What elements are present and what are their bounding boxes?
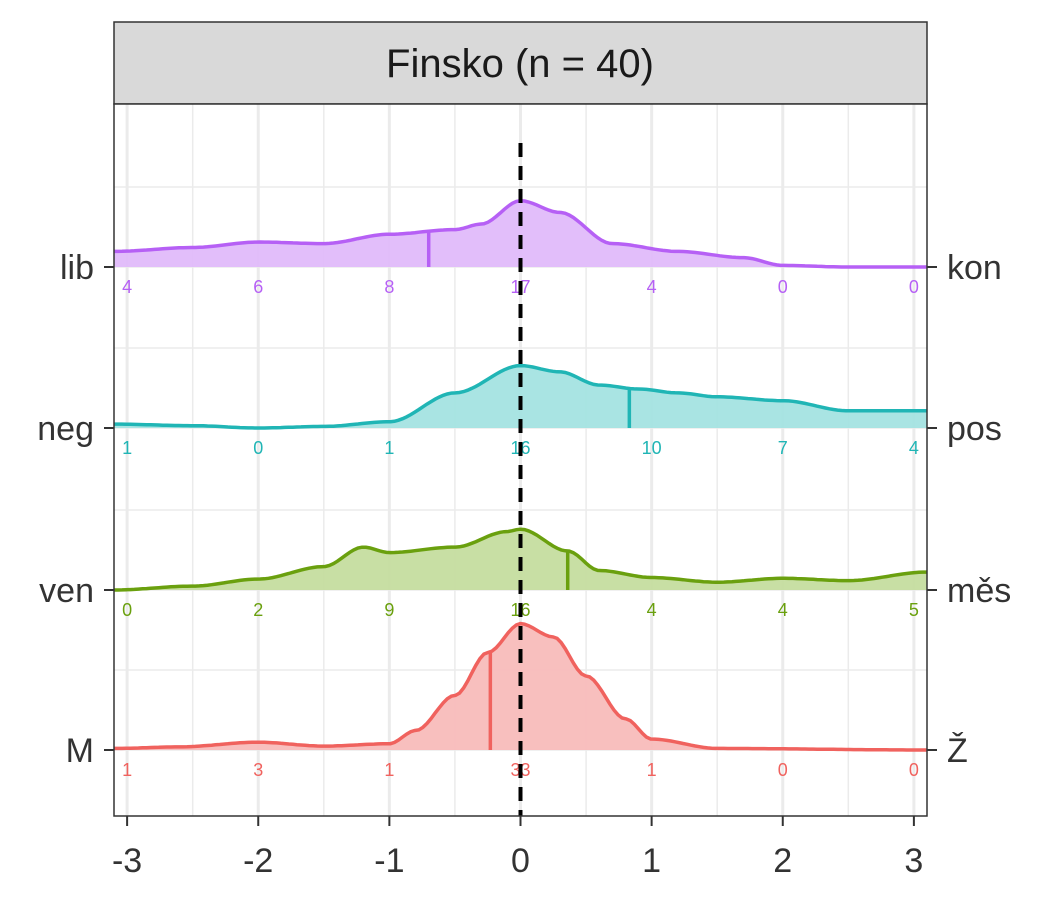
y-label-left: M: [66, 732, 94, 770]
count-label: 4: [647, 600, 657, 620]
density-line-ven: [114, 527, 927, 592]
count-label: 10: [642, 438, 662, 458]
count-label: 6: [253, 277, 263, 297]
x-tick-label: -1: [374, 842, 404, 880]
density-area-lib: [114, 200, 927, 267]
count-label: 4: [122, 277, 132, 297]
count-label: 0: [778, 277, 788, 297]
facet-strip: [113, 21, 928, 105]
count-label: 1: [384, 438, 394, 458]
density-area-M: [114, 623, 927, 750]
x-tick-label: -3: [112, 842, 142, 880]
count-label: 4: [778, 600, 788, 620]
x-tick-label: 0: [511, 842, 530, 880]
x-tick-label: 3: [904, 842, 923, 880]
y-label-left: ven: [39, 572, 94, 610]
density-line-M: [114, 621, 927, 752]
y-label-right: kon: [947, 249, 1002, 287]
count-label: 4: [647, 277, 657, 297]
facet-title: Finsko (n = 40): [386, 42, 654, 86]
count-label: 3: [253, 760, 263, 780]
count-label: 4: [909, 438, 919, 458]
x-tick-label: 1: [642, 842, 661, 880]
count-label: 0: [122, 600, 132, 620]
y-label-left: lib: [60, 249, 94, 287]
count-labels: 131331000291644510116107446817400: [122, 277, 919, 780]
count-label: 1: [384, 760, 394, 780]
count-label: 1: [122, 438, 132, 458]
count-label: 1: [647, 760, 657, 780]
count-label: 2: [253, 600, 263, 620]
count-label: 0: [253, 438, 263, 458]
y-label-right: Ž: [947, 732, 968, 770]
count-label: 5: [909, 600, 919, 620]
y-label-right: pos: [947, 410, 1002, 448]
y-label-right: měs: [947, 572, 1011, 610]
count-label: 0: [909, 760, 919, 780]
x-tick-label: 2: [773, 842, 792, 880]
count-label: 8: [384, 277, 394, 297]
count-label: 1: [122, 760, 132, 780]
count-label: 9: [384, 600, 394, 620]
count-label: 7: [778, 438, 788, 458]
count-label: 0: [778, 760, 788, 780]
count-label: 0: [909, 277, 919, 297]
density-line-neg: [114, 363, 927, 430]
x-tick-label: -2: [243, 842, 273, 880]
y-label-left: neg: [37, 410, 94, 448]
